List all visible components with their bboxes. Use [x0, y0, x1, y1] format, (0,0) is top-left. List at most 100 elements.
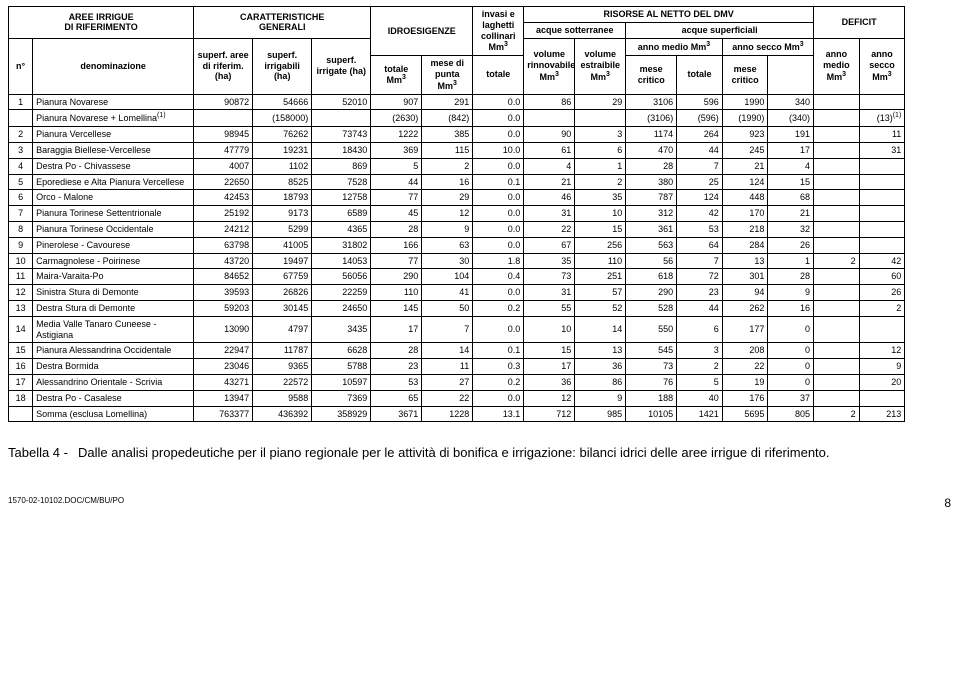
- hdr-am-mese: mese critico: [626, 56, 677, 94]
- table-row: 1Pianura Novarese9087254666520109072910.…: [9, 94, 951, 110]
- hdr-as-mese: mese critico: [722, 56, 768, 94]
- cell-n: 11: [9, 269, 33, 285]
- cell-value: 32: [768, 221, 814, 237]
- cell-value: 56: [626, 253, 677, 269]
- cell-value: 31802: [312, 237, 371, 253]
- cell-value: 907: [371, 94, 422, 110]
- cell-value: 35: [524, 253, 575, 269]
- cell-value: 15: [768, 174, 814, 190]
- cell-value: 44: [677, 300, 723, 316]
- cell-value: 15: [575, 221, 626, 237]
- cell-value: 29: [575, 94, 626, 110]
- cell-value: 57: [575, 285, 626, 301]
- cell-denom: Pianura Novarese + Lomellina(1): [33, 110, 194, 127]
- cell-value: 23: [677, 285, 723, 301]
- cell-value: 18430: [312, 142, 371, 158]
- cell-value: [524, 110, 575, 127]
- cell-value: 1102: [253, 158, 312, 174]
- cell-value: 805: [768, 406, 814, 422]
- cell-value: 361: [626, 221, 677, 237]
- cell-value: (158000): [253, 110, 312, 127]
- cell-value: 110: [371, 285, 422, 301]
- cell-value: 46: [524, 190, 575, 206]
- cell-value: 3: [677, 343, 723, 359]
- cell-value: 10: [524, 316, 575, 343]
- cell-value: 29: [422, 190, 473, 206]
- cell-value: 61: [524, 142, 575, 158]
- cell-value: 448: [722, 190, 768, 206]
- table-row: 8Pianura Torinese Occidentale24212529943…: [9, 221, 951, 237]
- cell-value: 9365: [253, 359, 312, 375]
- cell-value: 110: [575, 253, 626, 269]
- cell-value: 16: [422, 174, 473, 190]
- cell-value: 16: [768, 300, 814, 316]
- cell-value: 22572: [253, 374, 312, 390]
- table-row: 12Sinistra Stura di Demonte3959326826222…: [9, 285, 951, 301]
- cell-value: 22: [722, 359, 768, 375]
- cell-value: 17: [524, 359, 575, 375]
- hdr-anno-secco: anno secco Mm3: [722, 38, 813, 56]
- cell-value: 14: [422, 343, 473, 359]
- table-row: 6Orco - Malone42453187931275877290.04635…: [9, 190, 951, 206]
- cell-value: 28: [371, 221, 422, 237]
- hdr-caratt: CARATTERISTICHEGENERALI: [194, 7, 371, 39]
- hdr-superf-irrigate: superf. irrigate (ha): [312, 38, 371, 94]
- cell-value: 5: [371, 158, 422, 174]
- cell-value: 1: [575, 158, 626, 174]
- cell-value: [814, 359, 860, 375]
- cell-value: 11787: [253, 343, 312, 359]
- cell-value: 208: [722, 343, 768, 359]
- cell-denom: Pianura Torinese Occidentale: [33, 221, 194, 237]
- cell-value: [814, 127, 860, 143]
- cell-value: 0.0: [473, 110, 524, 127]
- cell-value: 291: [422, 94, 473, 110]
- cell-n: [9, 110, 33, 127]
- cell-value: 5299: [253, 221, 312, 237]
- cell-value: 30: [422, 253, 473, 269]
- cell-value: [859, 158, 905, 174]
- cell-value: 84652: [194, 269, 253, 285]
- cell-denom: Maira-Varaita-Po: [33, 269, 194, 285]
- cell-value: [814, 190, 860, 206]
- cell-value: 52010: [312, 94, 371, 110]
- cell-value: (596): [677, 110, 723, 127]
- cell-value: 28: [371, 343, 422, 359]
- cell-value: 712: [524, 406, 575, 422]
- cell-n: 10: [9, 253, 33, 269]
- cell-value: 262: [722, 300, 768, 316]
- cell-value: 22: [524, 221, 575, 237]
- cell-value: 2: [677, 359, 723, 375]
- cell-value: 177: [722, 316, 768, 343]
- cell-value: 340: [768, 94, 814, 110]
- cell-value: 0.1: [473, 174, 524, 190]
- cell-value: 21: [768, 206, 814, 222]
- cell-value: 1990: [722, 94, 768, 110]
- cell-n: [9, 406, 33, 422]
- table-row: 17Alessandrino Orientale - Scrivia432712…: [9, 374, 951, 390]
- cell-value: 245: [722, 142, 768, 158]
- cell-value: 68: [768, 190, 814, 206]
- cell-value: 60: [859, 269, 905, 285]
- cell-value: 37: [768, 390, 814, 406]
- cell-value: 3: [575, 127, 626, 143]
- cell-value: 53: [371, 374, 422, 390]
- cell-value: [312, 110, 371, 127]
- hdr-denom: denominazione: [33, 38, 194, 94]
- cell-value: 26: [768, 237, 814, 253]
- cell-value: 63: [422, 237, 473, 253]
- cell-value: 115: [422, 142, 473, 158]
- cell-value: 787: [626, 190, 677, 206]
- hdr-vol-estraib: volume estraibile Mm3: [575, 38, 626, 94]
- cell-value: [859, 221, 905, 237]
- cell-value: 563: [626, 237, 677, 253]
- hdr-n: n°: [9, 38, 33, 94]
- cell-denom: Destra Bormida: [33, 359, 194, 375]
- cell-value: 77: [371, 190, 422, 206]
- cell-value: 0.2: [473, 300, 524, 316]
- cell-value: 188: [626, 390, 677, 406]
- hdr-mese-punta: mese di punta Mm3: [422, 56, 473, 94]
- cell-value: 73743: [312, 127, 371, 143]
- cell-value: [814, 269, 860, 285]
- cell-value: 43271: [194, 374, 253, 390]
- cell-value: 0.0: [473, 94, 524, 110]
